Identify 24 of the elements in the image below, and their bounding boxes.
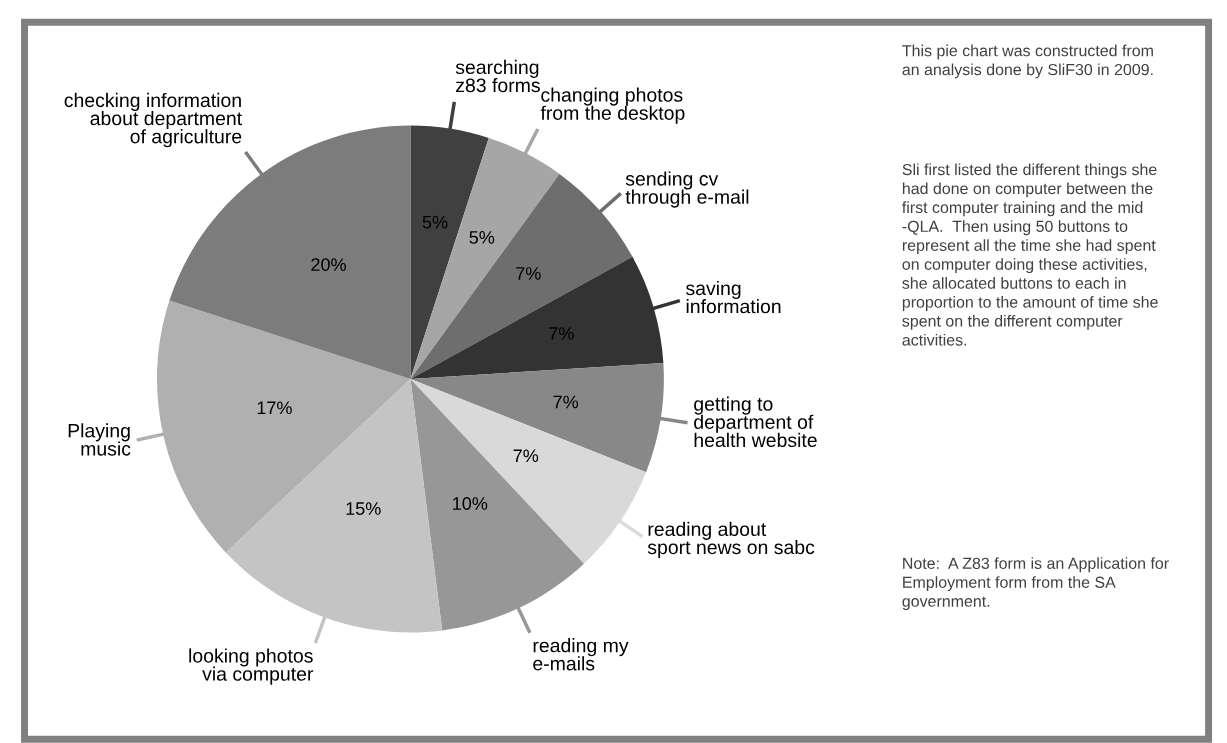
- slice-label: searching z83 forms: [455, 59, 540, 93]
- data-label: 17%: [257, 401, 292, 415]
- slice-label: changing photos from the desktop: [540, 87, 685, 124]
- slice-label: sending cv through e-mail: [625, 171, 749, 208]
- slice-label: reading my e-mails: [533, 638, 629, 671]
- data-label: 5%: [469, 231, 495, 244]
- slice-label: looking photos via computer: [189, 648, 314, 685]
- slice-label: saving information: [686, 280, 781, 314]
- text: Note: A Z83 form is an Application for Employment form from the SA government.: [902, 557, 1169, 611]
- data-label: 5%: [422, 215, 448, 229]
- slice-label: checking information about department of agriculture: [64, 92, 242, 148]
- pie-slice: [410, 378, 647, 564]
- data-label: 20%: [311, 258, 346, 271]
- data-label: 7%: [516, 267, 541, 280]
- data-label: 10%: [453, 497, 488, 510]
- slice-label: reading about sport news on sabc: [647, 521, 815, 559]
- pie-slice: [410, 378, 584, 631]
- slice-label: Playing music: [68, 423, 131, 456]
- data-label: 15%: [346, 502, 381, 515]
- text: This pie chart was constructed from an analysis done by SliF30 in 2009.: [902, 44, 1153, 79]
- data-label: 7%: [553, 395, 579, 409]
- data-label: 7%: [513, 449, 539, 463]
- text: Sli first listed the different things she had done on computer between the first computer training and the mid -QLA. Then using 50 buttons to represent all the time she had spent on computer doing these activities, she allocated buttons to each in proportion to the amount of time she spent on the different computer activities.: [902, 163, 1158, 346]
- slice-label: getting to department of health website: [694, 396, 817, 448]
